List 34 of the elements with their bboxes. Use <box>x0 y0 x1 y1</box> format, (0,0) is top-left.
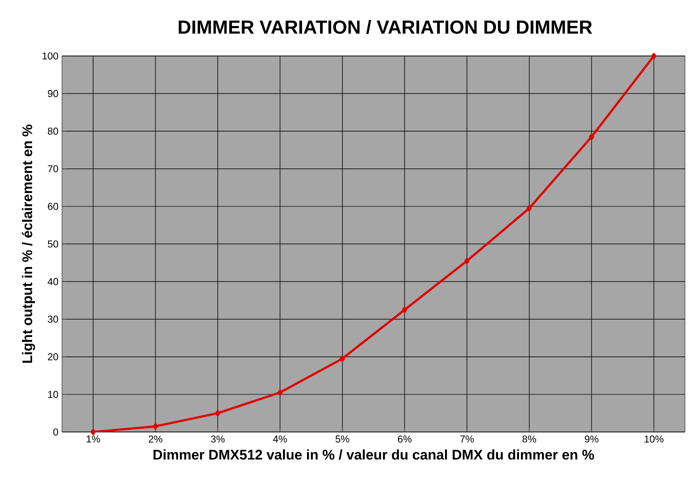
chart-title: DIMMER VARIATION / VARIATION DU DIMMER <box>178 20 592 34</box>
x-tick-label: 1% <box>86 435 100 442</box>
x-tick-label: 4% <box>273 435 287 442</box>
x-tick-label: 10% <box>644 436 664 443</box>
y-tick-label: 20 <box>48 353 58 360</box>
x-tick-label: 8% <box>522 436 536 443</box>
x-tick-label: 6% <box>398 436 412 443</box>
x-tick-label: 5% <box>336 435 350 443</box>
point <box>277 389 283 396</box>
y-tick-label: 50 <box>48 240 58 248</box>
y-tick-label: 90 <box>48 90 58 98</box>
y-tick-label: 30 <box>48 316 58 323</box>
y-tick-label: 10 <box>48 390 58 398</box>
point <box>215 410 220 416</box>
point <box>588 134 594 140</box>
y-tick-label: 80 <box>48 128 58 135</box>
y-axis-title: Light output in % / éclairement en % <box>22 124 36 363</box>
point <box>464 258 470 264</box>
y-tick-label: 100 <box>42 52 58 60</box>
point <box>90 428 96 436</box>
x-tick-label: 2% <box>148 436 162 443</box>
x-tick-label: 9% <box>584 436 598 443</box>
y-tick-label: 40 <box>48 278 58 286</box>
point <box>152 423 158 430</box>
point <box>402 306 408 313</box>
y-tick-label: 0 <box>53 428 58 436</box>
point <box>526 205 532 212</box>
x-tick-label: 3% <box>210 436 225 443</box>
x-axis-title: Dimmer DMX512 value in % / valeur du canal DMX du dimmer en % <box>154 449 594 460</box>
y-tick-label: 70 <box>48 165 58 172</box>
y-tick-label: 60 <box>48 202 58 210</box>
point <box>340 356 345 362</box>
point <box>651 52 656 60</box>
x-tick-label: 7% <box>460 435 474 442</box>
